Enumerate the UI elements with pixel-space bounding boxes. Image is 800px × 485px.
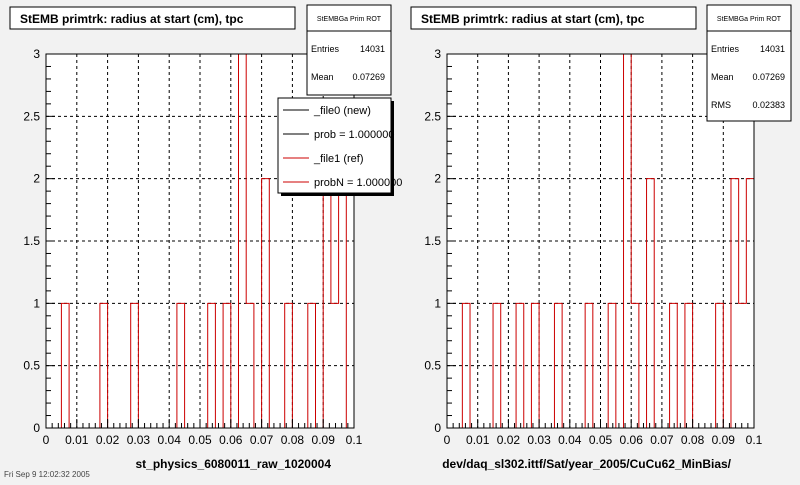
y-tick-label: 1.5	[23, 234, 40, 248]
y-tick-label: 3	[434, 47, 441, 61]
x-tick-label: 0.01	[466, 433, 490, 447]
stats-value: 14031	[760, 44, 785, 54]
y-tick-label: 2	[434, 172, 441, 186]
stats-label: RMS	[711, 100, 731, 110]
histogram-panel-2: 0 0.01 0.02 0.03 0.04 0.05 0.06 0.07 0.08 0.09 0.1…	[410, 4, 792, 471]
legend-label: prob = 1.000000	[314, 129, 394, 141]
legend-label: probN = 1.000000	[314, 177, 402, 189]
x-tick-label: 0.08	[281, 433, 305, 447]
histogram-panel-1: 0 0.01 0.02 0.03 0.04 0.05 0.06 0.07 0.08 0.09 0.1…	[9, 4, 402, 471]
x-tick-label: 0	[444, 433, 451, 447]
y-tick-label: 2	[33, 172, 40, 186]
stats-box	[306, 4, 392, 96]
legend-label: _file0 (new)	[313, 105, 371, 117]
x-tick-label: 0.02	[96, 433, 120, 447]
y-tick-label: 0.5	[23, 359, 40, 373]
x-tick-label: 0.06	[219, 433, 243, 447]
x-axis-label: st_physics_6080011_raw_1020004	[135, 457, 331, 471]
x-tick-label: 0.1	[346, 433, 363, 447]
y-tick-label: 2.5	[424, 109, 441, 123]
x-tick-label: 0.04	[558, 433, 582, 447]
stats-label: Entries	[311, 44, 340, 54]
stats-box	[706, 4, 792, 122]
stats-value: 0.07269	[352, 72, 385, 82]
x-tick-label: 0.03	[527, 433, 551, 447]
footer-timestamp: Fri Sep 9 12:02:32 2005	[4, 470, 90, 479]
stats-value: 14031	[360, 44, 385, 54]
y-tick-label: 2.5	[23, 109, 40, 123]
chart-title: StEMB primtrk: radius at start (cm), tpc	[421, 12, 645, 26]
y-tick-label: 0.5	[424, 359, 441, 373]
x-tick-label: 0.07	[650, 433, 674, 447]
stats-name: StEMBGa Prim ROT	[317, 16, 382, 23]
y-tick-label: 0	[33, 421, 40, 435]
stats-label: Mean	[311, 72, 334, 82]
title-box	[410, 6, 697, 30]
x-tick-label: 0.06	[620, 433, 644, 447]
y-tick-label: 0	[434, 421, 441, 435]
x-tick-label: 0.09	[712, 433, 736, 447]
y-tick-label: 1	[33, 296, 40, 310]
stats-label: Mean	[711, 72, 734, 82]
x-tick-label: 0.05	[188, 433, 212, 447]
x-tick-label: 0.01	[65, 433, 89, 447]
title-box	[9, 6, 296, 30]
legend-label: _file1 (ref)	[313, 153, 364, 165]
x-tick-label: 0	[43, 433, 50, 447]
x-tick-label: 0.1	[746, 433, 763, 447]
stats-value: 0.02383	[752, 100, 785, 110]
chart-title: StEMB primtrk: radius at start (cm), tpc	[20, 12, 244, 26]
x-tick-label: 0.09	[312, 433, 336, 447]
legend-box	[277, 97, 392, 194]
x-tick-label: 0.04	[158, 433, 182, 447]
x-tick-label: 0.02	[497, 433, 521, 447]
y-tick-label: 1	[434, 296, 441, 310]
y-tick-label: 1.5	[424, 234, 441, 248]
x-axis-label: dev/daq_sl302.ittf/Sat/year_2005/CuCu62_…	[442, 457, 731, 471]
x-tick-label: 0.05	[589, 433, 613, 447]
stats-value: 0.07269	[752, 72, 785, 82]
x-tick-label: 0.08	[681, 433, 705, 447]
stats-name: StEMBGa Prim ROT	[717, 16, 782, 23]
y-tick-label: 3	[33, 47, 40, 61]
x-tick-label: 0.03	[127, 433, 151, 447]
x-tick-label: 0.07	[250, 433, 274, 447]
stats-label: Entries	[711, 44, 740, 54]
